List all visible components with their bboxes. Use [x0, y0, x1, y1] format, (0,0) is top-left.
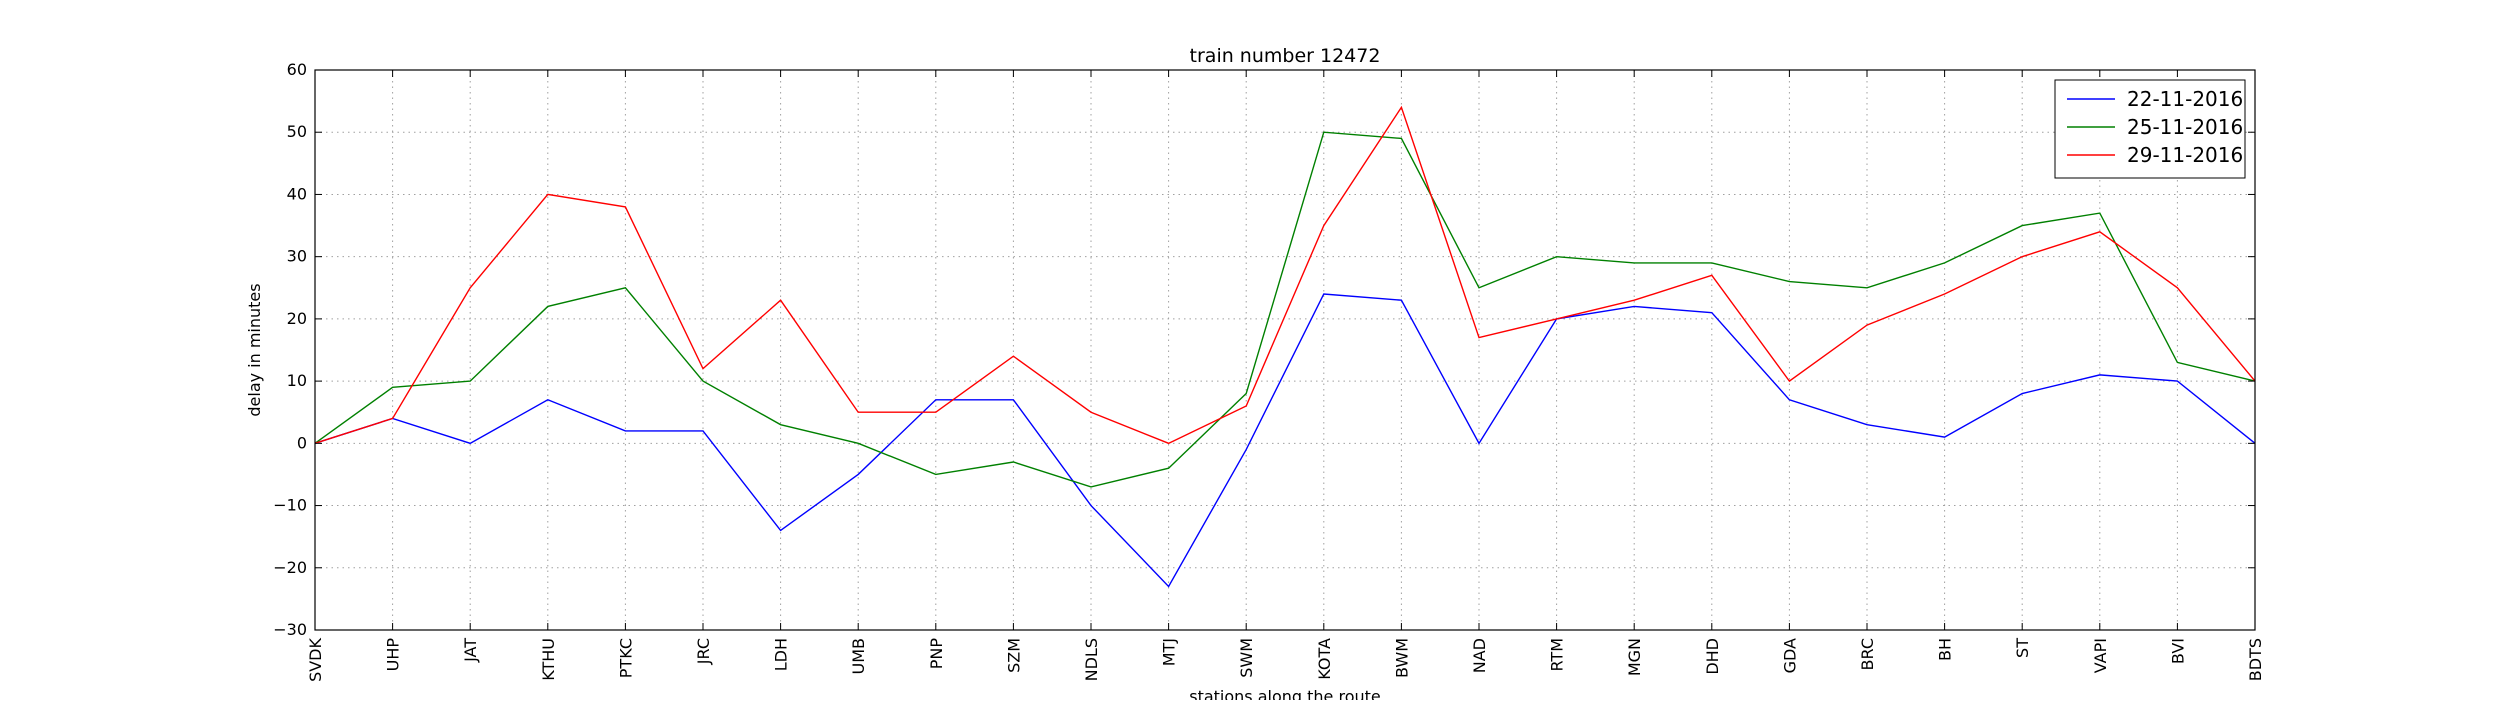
x-tick-label: JRC [694, 638, 713, 665]
grid [315, 70, 2255, 630]
legend-entry: 22-11-2016 [2127, 87, 2243, 111]
y-tick-label: 10 [287, 371, 307, 390]
x-tick-label: LDH [772, 638, 791, 671]
x-tick-label: PNP [927, 638, 946, 670]
x-tick-label: SVDK [306, 638, 325, 682]
x-tick-label: PTKC [616, 638, 635, 678]
x-tick-label: BRC [1858, 638, 1877, 670]
x-axis-label: stations along the route [1189, 687, 1381, 700]
y-tick-label: 30 [287, 247, 307, 266]
legend-entry: 29-11-2016 [2127, 143, 2243, 167]
x-axis: SVDK UHP JAT KTHU PTKC JRC LDH UMB PNP SZM NDLS MTJ… [306, 70, 2265, 682]
series-line-1 [314, 131, 2256, 488]
x-tick-label: NAD [1470, 638, 1489, 673]
series-line-0 [314, 293, 2256, 588]
y-tick-label: 20 [287, 309, 307, 328]
legend-box [2054, 79, 2246, 179]
x-tick-label: MTJ [1160, 638, 1179, 666]
x-tick-label: UHP [384, 638, 403, 672]
x-tick-label: SWM [1237, 638, 1256, 678]
x-tick-label: BH [1936, 638, 1955, 661]
y-tick-label: −10 [273, 496, 307, 515]
x-tick-label: BDTS [2246, 638, 2265, 681]
plot-frame [314, 69, 2256, 631]
y-tick-label: 60 [287, 60, 307, 79]
x-tick-label: JAT [461, 638, 480, 663]
series-lines [314, 105, 2256, 588]
x-tick-label: GDA [1780, 638, 1799, 673]
x-tick-label: RTM [1548, 638, 1567, 672]
legend: 22-11-2016 25-11-2016 29-11-2016 [2054, 79, 2246, 179]
x-tick-label: KTHU [539, 638, 558, 681]
series-line-2 [314, 105, 2256, 445]
x-tick-label: VAPI [2091, 638, 2110, 673]
y-axis-label: delay in minutes [245, 283, 264, 416]
chart-title: train number 12472 [1190, 45, 1381, 67]
x-tick-label: BWM [1392, 638, 1411, 678]
y-tick-label: −30 [273, 620, 307, 639]
y-tick-label: 0 [297, 433, 307, 452]
x-tick-label: MGN [1625, 638, 1644, 676]
x-tick-label: KOTA [1315, 638, 1334, 680]
x-tick-label: SZM [1004, 638, 1023, 673]
legend-entry: 25-11-2016 [2127, 115, 2243, 139]
y-axis: −30 −20 −10 0 10 20 30 40 50 60 [273, 60, 2255, 639]
x-tick-label: NDLS [1082, 638, 1101, 681]
y-tick-label: 40 [287, 184, 307, 203]
y-tick-label: −20 [273, 558, 307, 577]
x-tick-label: DHD [1703, 638, 1722, 675]
y-tick-label: 50 [287, 122, 307, 141]
x-tick-label: ST [2013, 638, 2032, 658]
x-tick-label: BVI [2168, 638, 2187, 664]
x-tick-label: UMB [849, 638, 868, 675]
